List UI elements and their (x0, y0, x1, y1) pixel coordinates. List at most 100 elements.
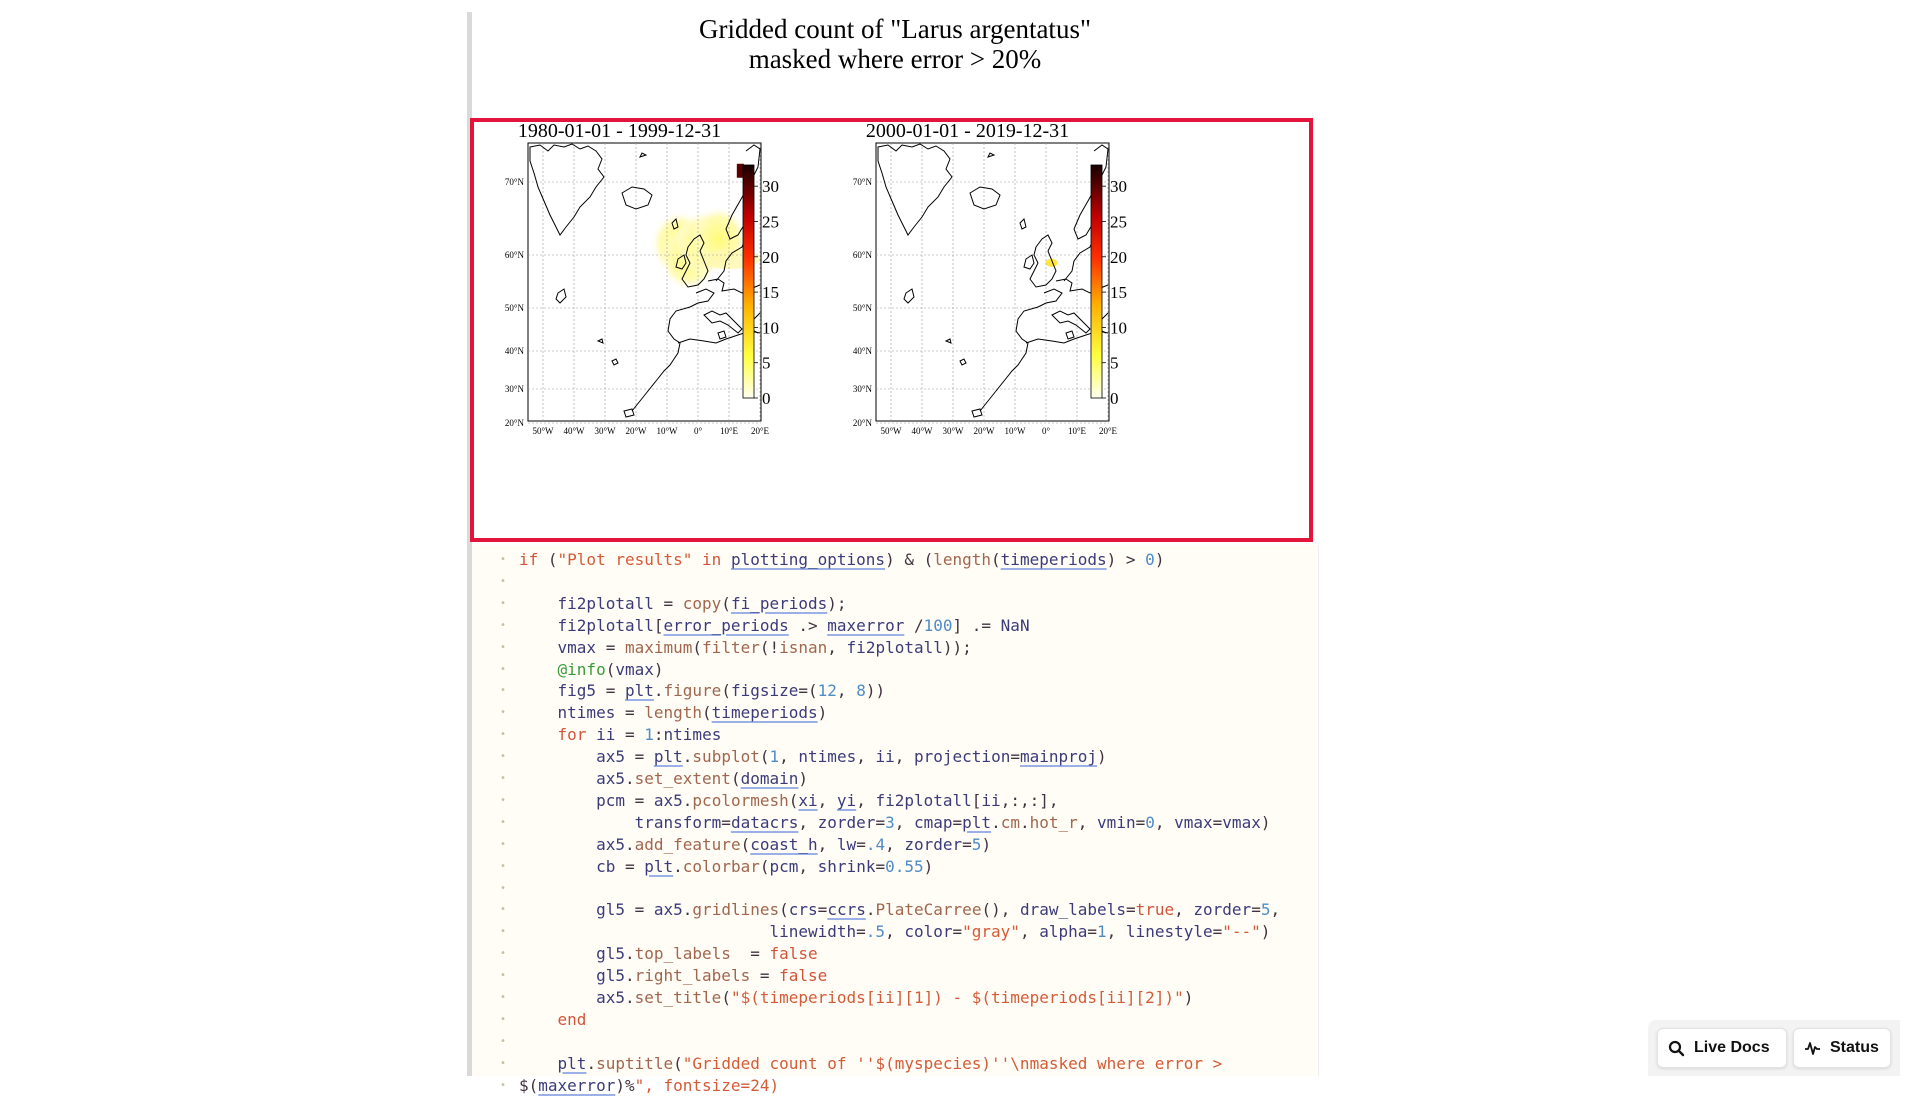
lon-tick-label: 20°W (625, 426, 647, 436)
colorbar-tick-label: 30 (1110, 177, 1127, 196)
colorbar-tick-label: 0 (1110, 389, 1119, 408)
lat-tick-label: 20°N (505, 418, 525, 428)
line-gutter-dot: • (500, 904, 507, 916)
lon-tick-label: 10°E (720, 426, 739, 436)
line-gutter-dot: • (500, 992, 507, 1003)
coastline (877, 143, 953, 236)
lat-tick-label: 20°N (853, 418, 873, 428)
lon-tick-label: 50°W (880, 426, 902, 436)
code-cell[interactable]: • if ("Plot results" in plotting_options)… (472, 545, 1319, 1095)
colorbar: 30 25 20 15 10 5 0 (742, 164, 779, 408)
code-text: vmax = maximum(filter(!isnan, fi2plotall… (557, 637, 972, 657)
lon-tick-label: 50°W (532, 426, 554, 436)
line-gutter-dot: • (500, 729, 507, 741)
lat-tick-label: 30°N (853, 384, 873, 394)
heat-cell (736, 163, 744, 178)
line-gutter-dot: • (500, 663, 507, 675)
lat-tick-label: 40°N (505, 346, 525, 356)
code-text: gl5.top_labels = false (596, 944, 818, 964)
code-text: cb = plt.colorbar(pcm, shrink=0.55) (596, 856, 934, 876)
code-text: fi2plotall = copy(fi_periods); (557, 593, 847, 613)
colorbar-tick-label: 25 (762, 212, 779, 231)
coastline (671, 218, 679, 230)
coastline (623, 408, 635, 418)
lat-tick-label: 70°N (505, 177, 525, 187)
line-gutter-dot: • (500, 554, 507, 565)
coastline (703, 310, 743, 334)
coastline (1023, 254, 1035, 270)
status-label: Status (1830, 1039, 1879, 1056)
line-gutter-dot: • (500, 1079, 507, 1091)
colorbar-tick-label: 0 (762, 389, 771, 408)
coastline (681, 234, 709, 288)
lon-tick-label: 10°W (656, 426, 678, 436)
map-figure: 1980-01-01 - 1999-12-31 70°N 60°N 50°N 40°N 3… (505, 122, 1127, 436)
coastline (529, 143, 605, 236)
line-gutter-dot: • (500, 794, 507, 806)
code-text: ax5.set_title("$(timeperiods[ii][1]) - $… (596, 988, 1194, 1007)
suptitle-line-1: Gridded count of "Larus argentatus" (699, 14, 1091, 44)
code-text: pcm = ax5.pcolormesh(xi, yi, fi2plotall[… (596, 790, 1059, 810)
lon-tick-label: 20°E (751, 426, 770, 436)
code-text: ax5 = plt.subplot(1, ntimes, ii, project… (596, 747, 1107, 767)
line-gutter-dot: • (500, 1013, 507, 1025)
suptitle-line-2: masked where error > 20% (748, 44, 1042, 74)
line-gutter-dot: • (500, 619, 507, 631)
lat-tick-label: 70°N (853, 177, 873, 187)
figure-suptitle: Gridded count of "Larus argentatus" mask… (472, 14, 1318, 74)
colorbar: 30 25 20 15 10 5 0 (1090, 164, 1127, 408)
colorbar-tick-label: 30 (762, 177, 779, 196)
code-text: @info(vmax) (557, 659, 664, 679)
line-gutter-dot: • (500, 838, 507, 850)
lon-tick-label: 10°E (1068, 426, 1087, 436)
code-text: plt.suptitle("Gridded count of ''$(myspe… (557, 1053, 1223, 1073)
line-gutter-dot: • (500, 597, 507, 609)
coastline (1065, 330, 1075, 340)
colorbar-tick-label: 15 (762, 283, 779, 302)
line-gutter-dot: • (500, 751, 507, 763)
coastline (596, 338, 604, 344)
lat-tick-label: 60°N (853, 250, 873, 260)
lat-tick-label: 40°N (853, 346, 873, 356)
lon-tick-label: 30°W (942, 426, 964, 436)
lon-tick-label: 30°W (594, 426, 616, 436)
coastline (631, 288, 715, 412)
line-gutter-dot: • (500, 707, 507, 719)
code-text: gl5 = ax5.gridlines(crs=ccrs.PlateCarree… (596, 900, 1281, 920)
lon-tick-label: 20°W (973, 426, 995, 436)
lat-tick-label: 50°N (505, 303, 525, 313)
coastline (959, 358, 967, 366)
coastline (1019, 218, 1027, 230)
map-axes (527, 142, 762, 424)
line-gutter-dot: • (500, 970, 507, 982)
lat-tick-label: 30°N (505, 384, 525, 394)
line-gutter-dot: • (500, 816, 507, 828)
status-button[interactable]: Status (1793, 1028, 1891, 1068)
line-gutter-dot: • (500, 1057, 507, 1069)
coastline (715, 144, 761, 282)
lat-tick-label: 60°N (505, 250, 525, 260)
live-docs-button[interactable]: Live Docs (1657, 1028, 1787, 1068)
activity-icon (1805, 1041, 1820, 1055)
line-gutter-dot: • (500, 926, 507, 938)
lon-tick-label: 40°W (911, 426, 933, 436)
heat-cell (1045, 258, 1058, 267)
lon-tick-label: 10°W (1004, 426, 1026, 436)
live-docs-label: Live Docs (1694, 1039, 1770, 1056)
code-text: ax5.add_feature(coast_h, lw=.4, zorder=5… (596, 834, 992, 854)
lon-tick-label: 0° (694, 426, 703, 436)
colorbar-tick-label: 20 (762, 248, 779, 267)
map-panel-1: 1980-01-01 - 1999-12-31 70°N 60°N 50°N 40°N 3… (505, 122, 779, 436)
search-icon (1668, 1040, 1685, 1056)
panel-title: 1980-01-01 - 1999-12-31 (518, 122, 721, 142)
coastline (987, 152, 996, 158)
code-text: ntimes = length(timeperiods) (557, 703, 828, 723)
lon-tick-label: 40°W (563, 426, 585, 436)
line-gutter-dot: • (500, 860, 507, 872)
panel-title: 2000-01-01 - 2019-12-31 (866, 122, 1069, 142)
line-gutter-dot: • (500, 641, 507, 653)
coastline (969, 186, 1001, 210)
coastline (621, 186, 653, 210)
coastline (717, 330, 727, 340)
code-text: gl5.right_labels = false (596, 966, 828, 986)
